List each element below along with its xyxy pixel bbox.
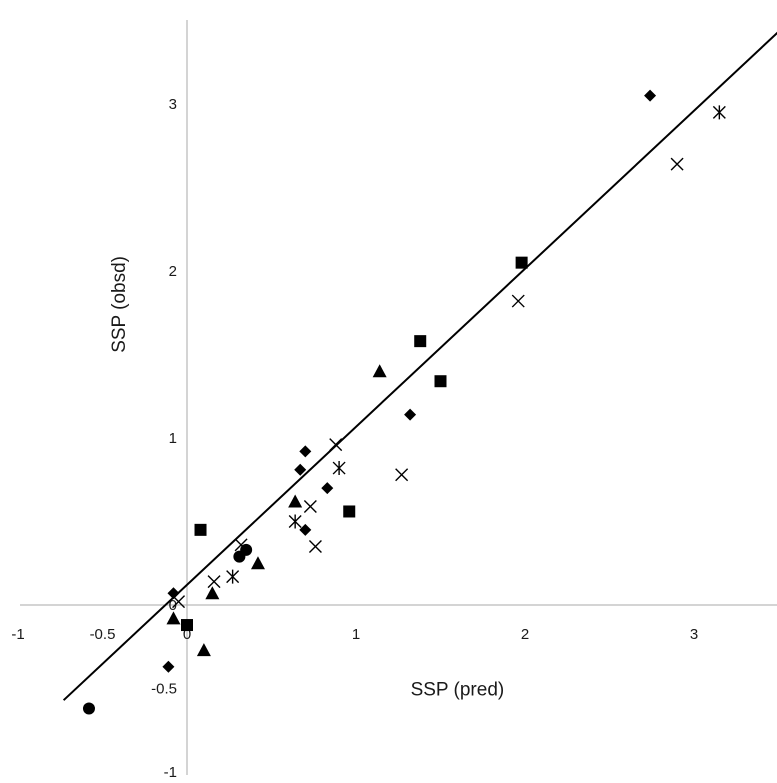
data-point-square [515,256,528,269]
data-point-triangle [196,643,211,657]
fit-line-group [62,31,777,701]
fit-line [62,31,777,701]
data-point-diamond [644,89,657,102]
y-tick-label: 0 [169,597,177,614]
data-point-diamond [162,660,175,673]
data-point-x [329,438,343,452]
data-point-asterisk [332,461,346,476]
data-point-triangle [166,611,181,625]
data-point-square [414,335,427,348]
x-tick-label: -0.5 [90,626,116,643]
y-axis-title: SSP (obsd) [109,256,130,353]
data-point-triangle [372,364,387,378]
data-point-triangle [205,586,220,600]
data-point-square [194,523,207,536]
data-point-diamond [294,463,307,476]
x-axis-title: SSP (pred) [411,680,505,701]
x-tick-label: -1 [11,626,24,643]
data-point-x [303,499,317,513]
data-point-diamond [404,408,417,421]
data-point-square [343,505,356,518]
x-tick-label: 2 [521,626,529,643]
data-point-diamond [321,482,334,495]
y-tick-label: 3 [169,96,177,113]
axes [20,20,777,775]
y-tick-label: 1 [169,430,177,447]
data-point-square [434,375,447,388]
data-point-asterisk [226,569,240,584]
data-point-x [207,575,221,589]
data-point-asterisk [288,514,302,529]
data-point-x [395,468,409,482]
data-points [82,89,726,715]
y-tick-label: -0.5 [151,681,177,698]
x-tick-label: 3 [690,626,698,643]
y-tick-label: 2 [169,263,177,280]
x-tick-label: 0 [183,626,191,643]
data-point-x [670,157,684,171]
data-point-x [172,595,186,609]
data-point-square [181,619,193,632]
data-point-circle [82,702,95,715]
data-point-x [511,294,525,308]
y-tick-label: -1 [164,764,177,781]
data-point-x [308,540,322,554]
x-tick-label: 1 [352,626,360,643]
data-point-diamond [299,445,312,458]
data-point-diamond [167,587,180,600]
data-point-diamond [299,523,312,536]
tick-labels: -1 -0.5 0 1 2 3 -1 -0.5 0 1 2 3 [11,96,698,781]
data-point-asterisk [712,105,726,120]
data-point-triangle [288,494,303,508]
data-point-circle [240,543,253,556]
data-point-triangle [250,556,265,570]
